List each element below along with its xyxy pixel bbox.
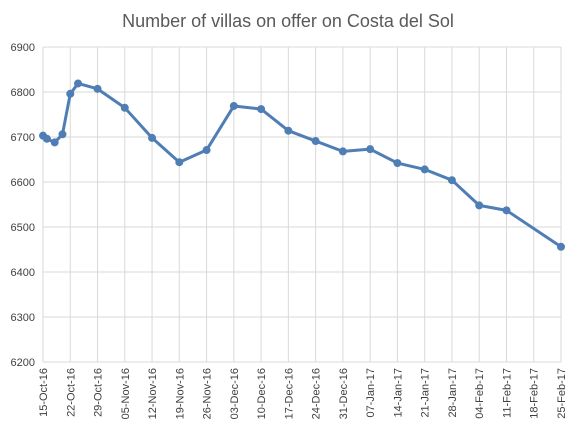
- series-point-19: [447, 176, 456, 185]
- series-point-1: [42, 134, 51, 143]
- x-tick-label-17: 11-Feb-17: [501, 368, 513, 418]
- y-tick-label-3: 6500: [11, 222, 35, 234]
- series-point-2: [50, 138, 59, 147]
- y-tick-label-0: 6200: [11, 357, 35, 369]
- series-point-8: [148, 133, 157, 142]
- x-tick-label-0: 15-Oct-16: [38, 368, 50, 417]
- series-point-15: [338, 147, 347, 156]
- x-tick-label-7: 03-Dec-16: [229, 368, 241, 419]
- series-line: [41, 81, 563, 249]
- series-point-22: [557, 242, 565, 251]
- y-tick-label-1: 6300: [11, 312, 35, 324]
- x-tick-label-5: 19-Nov-16: [174, 368, 186, 419]
- x-tick-label-2: 29-Oct-16: [93, 368, 105, 417]
- series-point-3: [58, 130, 67, 139]
- series-point-6: [93, 84, 102, 93]
- y-tick-label-4: 6600: [11, 177, 35, 189]
- series-point-5: [74, 79, 83, 88]
- x-tick-label-13: 14-Jan-17: [392, 368, 404, 418]
- x-tick-label-16: 04-Feb-17: [474, 368, 486, 419]
- x-tick-label-11: 31-Dec-16: [338, 368, 350, 419]
- x-tick-label-10: 24-Dec-16: [311, 368, 323, 419]
- series-points: [39, 79, 565, 251]
- series-point-16: [366, 145, 375, 154]
- x-tick-label-15: 28-Jan-17: [447, 368, 459, 418]
- y-tick-label-5: 6700: [11, 132, 35, 144]
- series-point-7: [120, 103, 129, 112]
- y-tick-label-6: 6800: [11, 87, 35, 99]
- y-tick-label-2: 6400: [11, 267, 35, 279]
- series-point-17: [393, 159, 402, 168]
- x-tick-label-4: 12-Nov-16: [147, 368, 159, 419]
- x-tick-label-19: 25-Feb-17: [556, 368, 568, 419]
- x-tick-label-3: 05-Nov-16: [120, 368, 132, 419]
- series-point-20: [475, 201, 484, 210]
- x-axis-tick-labels: 15-Oct-16 22-Oct-16 29-Oct-16 05-Nov-16 12-N…: [38, 368, 568, 419]
- series-point-12: [257, 105, 266, 114]
- series-point-13: [284, 126, 293, 135]
- x-tick-label-6: 26-Nov-16: [202, 368, 214, 419]
- x-tick-label-1: 22-Oct-16: [65, 368, 77, 417]
- series-point-21: [502, 206, 511, 215]
- chart-title: Number of villas on offer on Costa del S…: [122, 11, 454, 31]
- x-tick-label-14: 21-Jan-17: [420, 368, 432, 418]
- series-point-14: [311, 137, 320, 146]
- gridlines: [42, 46, 562, 363]
- series-point-4: [66, 89, 75, 98]
- y-tick-label-7: 6900: [11, 42, 35, 54]
- series-point-9: [175, 158, 184, 167]
- y-axis-tick-labels: 6200 6300 6400 6500 6600 6700 6800 6900: [11, 42, 35, 369]
- series-point-10: [202, 146, 211, 155]
- x-tick-label-12: 07-Jan-17: [365, 368, 377, 418]
- x-tick-label-8: 10-Dec-16: [256, 368, 268, 419]
- x-tick-label-9: 17-Dec-16: [283, 368, 295, 419]
- series-point-18: [420, 165, 429, 174]
- x-tick-label-18: 18-Feb-17: [529, 368, 541, 419]
- series-point-11: [229, 101, 238, 110]
